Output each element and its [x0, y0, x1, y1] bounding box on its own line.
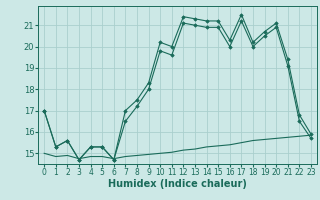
X-axis label: Humidex (Indice chaleur): Humidex (Indice chaleur) — [108, 179, 247, 189]
